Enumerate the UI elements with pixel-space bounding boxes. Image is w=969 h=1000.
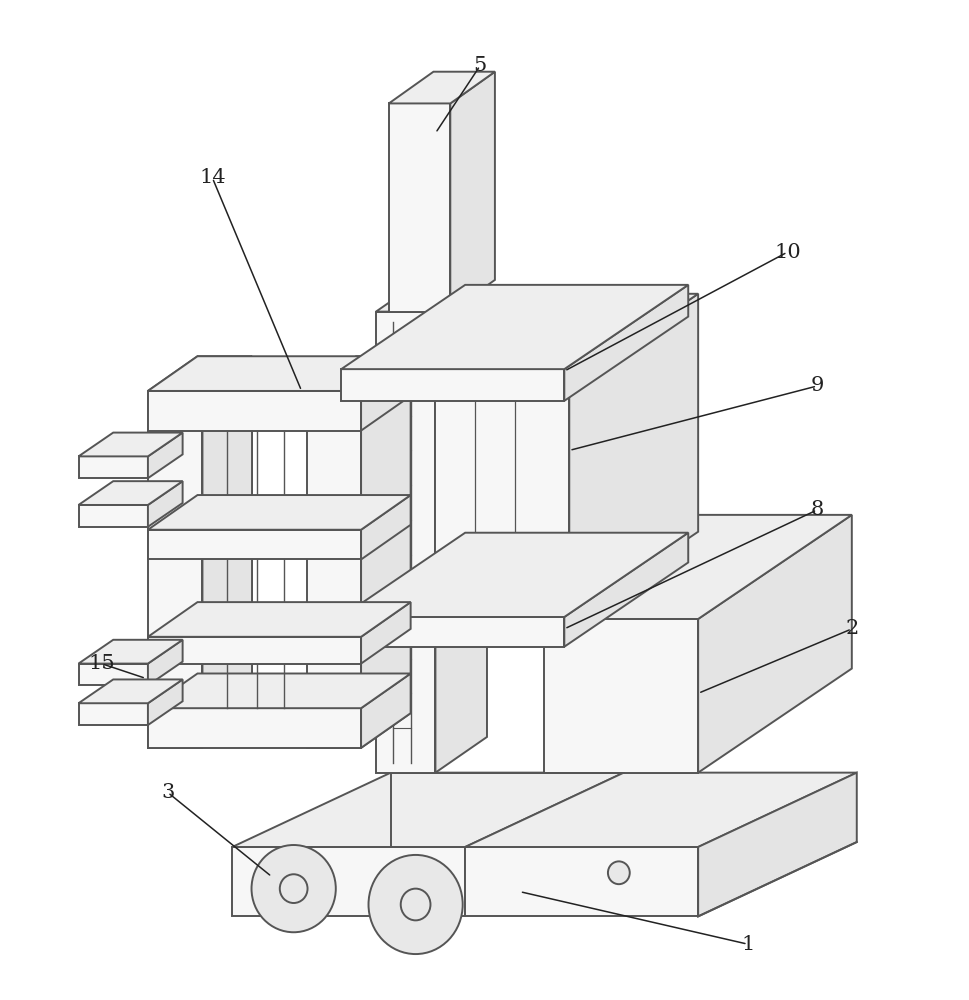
Polygon shape — [78, 456, 147, 478]
Polygon shape — [78, 505, 147, 527]
Polygon shape — [232, 773, 623, 847]
Polygon shape — [78, 664, 147, 685]
Polygon shape — [389, 103, 450, 312]
Polygon shape — [389, 72, 494, 103]
Polygon shape — [78, 703, 147, 725]
Polygon shape — [147, 640, 182, 685]
Polygon shape — [78, 679, 182, 703]
Text: 8: 8 — [810, 500, 823, 519]
Polygon shape — [698, 515, 851, 773]
Polygon shape — [147, 602, 410, 637]
Polygon shape — [147, 356, 410, 391]
Polygon shape — [360, 673, 410, 748]
Polygon shape — [147, 391, 360, 431]
Polygon shape — [306, 391, 360, 748]
Polygon shape — [341, 285, 688, 369]
Polygon shape — [147, 391, 203, 748]
Polygon shape — [306, 356, 410, 391]
Polygon shape — [544, 515, 851, 619]
Polygon shape — [147, 495, 410, 530]
Polygon shape — [78, 433, 182, 456]
Polygon shape — [569, 294, 698, 619]
Polygon shape — [435, 294, 698, 381]
Polygon shape — [147, 637, 360, 664]
Polygon shape — [360, 356, 410, 748]
Polygon shape — [341, 369, 564, 401]
Polygon shape — [147, 433, 182, 478]
Polygon shape — [544, 619, 698, 773]
Text: 5: 5 — [473, 56, 486, 75]
Ellipse shape — [251, 845, 335, 932]
Polygon shape — [147, 356, 252, 391]
Polygon shape — [78, 481, 182, 505]
Ellipse shape — [368, 855, 462, 954]
Ellipse shape — [400, 889, 430, 920]
Polygon shape — [360, 356, 410, 431]
Polygon shape — [435, 276, 486, 773]
Text: 14: 14 — [199, 168, 226, 187]
Polygon shape — [450, 72, 494, 312]
Polygon shape — [564, 285, 688, 401]
Polygon shape — [698, 773, 856, 916]
Ellipse shape — [279, 874, 307, 903]
Polygon shape — [147, 708, 360, 748]
Text: 9: 9 — [809, 376, 823, 395]
Polygon shape — [147, 679, 182, 725]
Polygon shape — [465, 773, 856, 847]
Polygon shape — [376, 312, 435, 773]
Polygon shape — [78, 640, 182, 664]
Polygon shape — [360, 602, 410, 664]
Text: 1: 1 — [740, 935, 754, 954]
Ellipse shape — [688, 811, 747, 873]
Polygon shape — [465, 847, 698, 916]
Text: 10: 10 — [773, 243, 800, 262]
Polygon shape — [341, 533, 688, 617]
Polygon shape — [232, 847, 465, 916]
Polygon shape — [376, 276, 486, 312]
Ellipse shape — [583, 837, 653, 909]
Polygon shape — [341, 617, 564, 647]
Polygon shape — [147, 673, 410, 708]
Polygon shape — [360, 495, 410, 559]
Text: 3: 3 — [161, 783, 174, 802]
Polygon shape — [147, 481, 182, 527]
Text: 15: 15 — [88, 654, 114, 673]
Polygon shape — [203, 356, 252, 748]
Polygon shape — [564, 533, 688, 647]
Text: 2: 2 — [844, 619, 858, 638]
Polygon shape — [435, 381, 569, 619]
Ellipse shape — [608, 861, 629, 884]
Polygon shape — [147, 530, 360, 559]
